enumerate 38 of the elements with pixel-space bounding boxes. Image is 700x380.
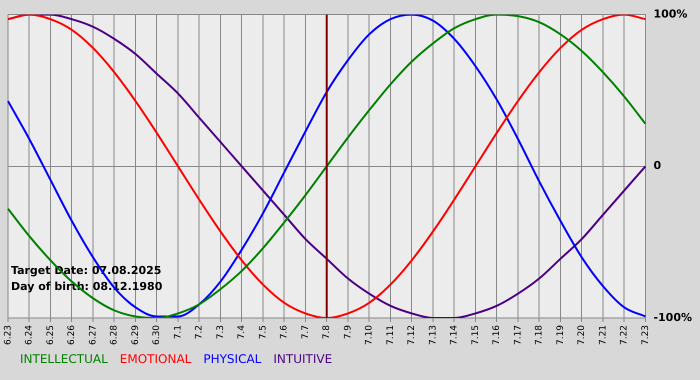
x-tick-label: 7.16 (492, 324, 502, 346)
x-tick-label: 6.24 (24, 324, 35, 346)
text: PHYSICAL (203, 352, 262, 366)
x-tick-label: 6.25 (46, 324, 56, 346)
x-tick-label: 7.2 (194, 324, 205, 340)
x-tick-label: 7.15 (470, 324, 481, 346)
x-tick-label: 7.8 (322, 324, 332, 340)
x-tick-label: 7.1 (173, 324, 184, 340)
x-tick-label: 6.27 (88, 324, 98, 346)
x-tick-label: 7.19 (556, 324, 566, 346)
x-tick-label: 7.5 (258, 324, 268, 340)
x-tick-label: 7.23 (640, 324, 651, 346)
x-tick-label: 6.30 (152, 324, 162, 346)
x-tick-label: 6.28 (110, 324, 120, 346)
y-tick-label: 0 (653, 159, 662, 172)
x-tick-label: 7.6 (280, 324, 290, 340)
text: EMOTIONAL (120, 352, 192, 366)
x-tick-label: 7.17 (513, 324, 524, 346)
x-tick-label: 7.12 (407, 324, 418, 346)
x-tick-label: 7.11 (386, 324, 396, 346)
x-tick-label: 7.4 (237, 324, 248, 340)
x-tick-label: 7.13 (428, 324, 438, 346)
x-tick-label: 6.26 (67, 324, 78, 346)
y-tick-label: -100% (653, 310, 692, 324)
x-tick-label: 6.23 (3, 324, 14, 346)
x-tick-label: 7.22 (620, 324, 630, 346)
y-tick-label: 100% (653, 7, 688, 20)
x-tick-label: 7.7 (300, 324, 311, 340)
x-tick-label: 6.29 (130, 324, 141, 346)
x-tick-label: 7.18 (534, 324, 545, 346)
x-tick-label: 7.3 (216, 324, 226, 340)
x-tick-label: 7.21 (598, 324, 608, 346)
text: INTUITIVE (273, 352, 332, 366)
x-tick-label: 7.14 (450, 324, 460, 346)
x-tick-label: 7.9 (343, 324, 354, 340)
text: INTELLECTUAL (20, 352, 108, 366)
x-tick-label: 7.10 (364, 324, 375, 346)
x-tick-label: 7.20 (577, 324, 588, 346)
